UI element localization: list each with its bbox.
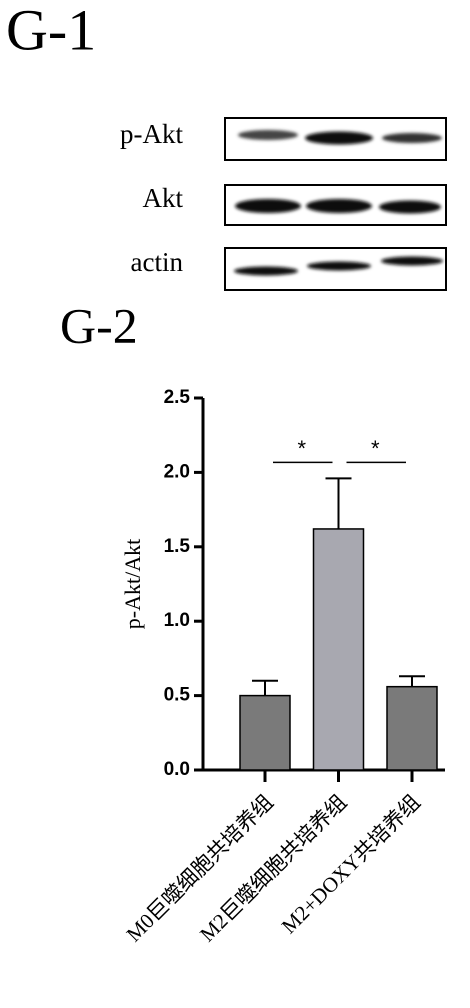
blot-label: Akt	[143, 183, 184, 213]
y-tick-label: 0.5	[164, 685, 191, 706]
x-tick-label: M0巨噬细胞共培养组	[122, 790, 278, 946]
y-tick-label: 2.0	[164, 461, 190, 482]
bar	[386, 685, 438, 771]
blot-label: p-Akt	[120, 119, 183, 149]
blot-panel	[224, 247, 447, 291]
blot-panel	[224, 117, 447, 161]
blot-panel	[224, 184, 447, 226]
panel-label: G-2	[60, 297, 138, 353]
y-tick-label: 1.0	[164, 610, 190, 631]
blot-label: actin	[131, 247, 184, 277]
bar	[239, 694, 291, 771]
y-axis-label: p-Akt/Akt	[120, 539, 145, 629]
y-tick-label: 1.5	[164, 536, 191, 557]
panel-label: G-1	[6, 0, 96, 62]
y-tick-label: 0.0	[164, 759, 190, 780]
y-tick-label: 2.5	[164, 387, 191, 408]
x-tick-label: M2巨噬细胞共培养组	[195, 790, 351, 946]
x-tick-label: M2+DOXY共培养组	[277, 790, 425, 938]
bar	[312, 528, 365, 771]
significance-label: *	[371, 436, 380, 461]
significance-label: *	[297, 436, 306, 461]
